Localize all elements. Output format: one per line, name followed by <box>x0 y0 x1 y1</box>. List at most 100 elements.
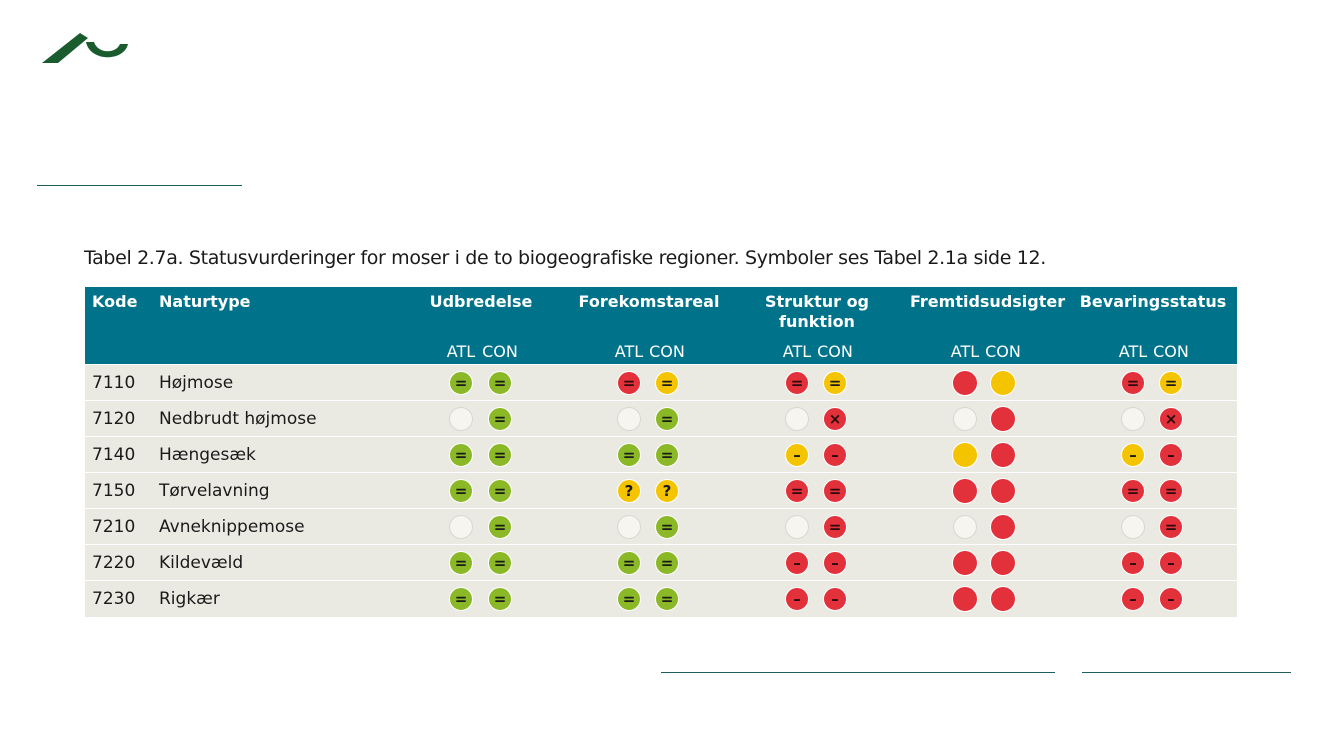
cell-code: 7150 <box>92 481 136 501</box>
table-row: 7140 Hængesæk = = = = – – – – <box>85 437 1237 473</box>
status-glyph: = <box>660 589 674 608</box>
status-glyph: = <box>660 373 674 392</box>
status-glyph: – <box>831 445 839 464</box>
status-glyph: – <box>1167 445 1175 464</box>
status-glyph: = <box>493 553 507 572</box>
status-symbol-green-icon: = <box>655 515 679 539</box>
status-glyph: = <box>828 481 842 500</box>
status-symbol-red-icon: – <box>1159 443 1183 467</box>
cell-naturtype: Højmose <box>159 373 234 393</box>
status-symbol-empty-icon <box>953 515 977 539</box>
status-glyph: = <box>660 517 674 536</box>
status-glyph: ? <box>662 481 672 500</box>
cell-code: 7220 <box>92 553 136 573</box>
status-symbol-green-icon: = <box>488 515 512 539</box>
status-glyph: = <box>622 589 636 608</box>
status-symbol-red-icon: – <box>823 551 847 575</box>
status-glyph: = <box>454 589 468 608</box>
cell-code: 7210 <box>92 517 136 537</box>
status-symbol-green-icon: = <box>488 407 512 431</box>
subheader-atl: ATL <box>614 342 644 361</box>
status-symbol-green-icon: = <box>488 551 512 575</box>
status-symbol-red-icon: – <box>823 443 847 467</box>
header-struktur-funktion: Struktur og funktion <box>764 292 870 331</box>
status-symbol-red-icon <box>952 370 978 396</box>
status-symbol-red-icon: × <box>823 407 847 431</box>
subheader-con: CON <box>482 342 518 361</box>
status-glyph: = <box>660 409 674 428</box>
status-symbol-empty-icon <box>785 407 809 431</box>
status-glyph: = <box>454 553 468 572</box>
status-symbol-green-icon: = <box>449 443 473 467</box>
status-glyph: = <box>1164 517 1178 536</box>
cell-code: 7140 <box>92 445 136 465</box>
status-symbol-empty-icon <box>617 515 641 539</box>
status-glyph: – <box>1167 589 1175 608</box>
status-symbol-yellow-icon: ? <box>617 479 641 503</box>
status-glyph: × <box>1164 409 1178 428</box>
status-glyph: = <box>454 373 468 392</box>
status-symbol-yellow-icon: ? <box>655 479 679 503</box>
status-symbol-green-icon: = <box>488 371 512 395</box>
status-symbol-yellow-icon: = <box>823 371 847 395</box>
status-symbol-red-icon: – <box>1159 551 1183 575</box>
status-symbol-red-icon: × <box>1159 407 1183 431</box>
status-symbol-yellow-icon <box>952 442 978 468</box>
subheader-atl: ATL <box>950 342 980 361</box>
table-row: 7150 Tørvelavning = =?? = = = = <box>85 473 1237 509</box>
status-symbol-green-icon: = <box>449 479 473 503</box>
status-symbol-red-icon <box>952 478 978 504</box>
status-glyph: = <box>1164 481 1178 500</box>
footer-divider-left <box>661 672 1055 673</box>
status-glyph: = <box>622 553 636 572</box>
status-glyph: = <box>493 409 507 428</box>
status-symbol-green-icon: = <box>617 443 641 467</box>
status-glyph: – <box>793 445 801 464</box>
status-symbol-empty-icon <box>617 407 641 431</box>
status-glyph: – <box>831 553 839 572</box>
status-glyph: = <box>790 373 804 392</box>
status-glyph: = <box>493 517 507 536</box>
status-glyph: = <box>454 481 468 500</box>
status-symbol-yellow-icon: – <box>1121 443 1145 467</box>
subheader-con: CON <box>1153 342 1189 361</box>
table-header: Kode Naturtype Udbredelse Forekomstareal… <box>85 287 1237 365</box>
subheader-con: CON <box>817 342 853 361</box>
status-symbol-red-icon: = <box>1121 371 1145 395</box>
status-symbol-red-icon: – <box>1121 551 1145 575</box>
status-symbol-red-icon <box>990 406 1016 432</box>
status-symbol-green-icon: = <box>617 551 641 575</box>
status-glyph: = <box>790 481 804 500</box>
status-glyph: – <box>1167 553 1175 572</box>
status-symbol-red-icon <box>990 550 1016 576</box>
status-glyph: = <box>660 445 674 464</box>
status-symbol-red-icon <box>990 478 1016 504</box>
status-glyph: – <box>793 553 801 572</box>
status-symbol-yellow-icon: – <box>785 443 809 467</box>
status-symbol-green-icon: = <box>655 443 679 467</box>
cell-code: 7110 <box>92 373 136 393</box>
university-logo-icon <box>42 33 128 63</box>
table-row: 7120 Nedbrudt højmose = = × × <box>85 401 1237 437</box>
status-symbol-empty-icon <box>449 515 473 539</box>
status-glyph: = <box>493 481 507 500</box>
header-naturtype: Naturtype <box>159 292 251 311</box>
status-symbol-empty-icon <box>449 407 473 431</box>
status-symbol-green-icon: = <box>449 371 473 395</box>
status-symbol-red-icon <box>990 586 1016 612</box>
status-glyph: = <box>1126 481 1140 500</box>
status-glyph: = <box>828 373 842 392</box>
status-symbol-green-icon: = <box>655 551 679 575</box>
status-symbol-red-icon: = <box>617 371 641 395</box>
status-symbol-red-icon: = <box>785 479 809 503</box>
status-symbol-red-icon <box>990 442 1016 468</box>
status-symbol-red-icon: = <box>1159 479 1183 503</box>
status-glyph: = <box>493 373 507 392</box>
header-divider <box>37 185 242 186</box>
status-symbol-red-icon <box>990 514 1016 540</box>
status-symbol-green-icon: = <box>655 407 679 431</box>
subheader-atl: ATL <box>782 342 812 361</box>
status-symbol-empty-icon <box>1121 515 1145 539</box>
status-glyph: – <box>1129 589 1137 608</box>
status-symbol-empty-icon <box>785 515 809 539</box>
